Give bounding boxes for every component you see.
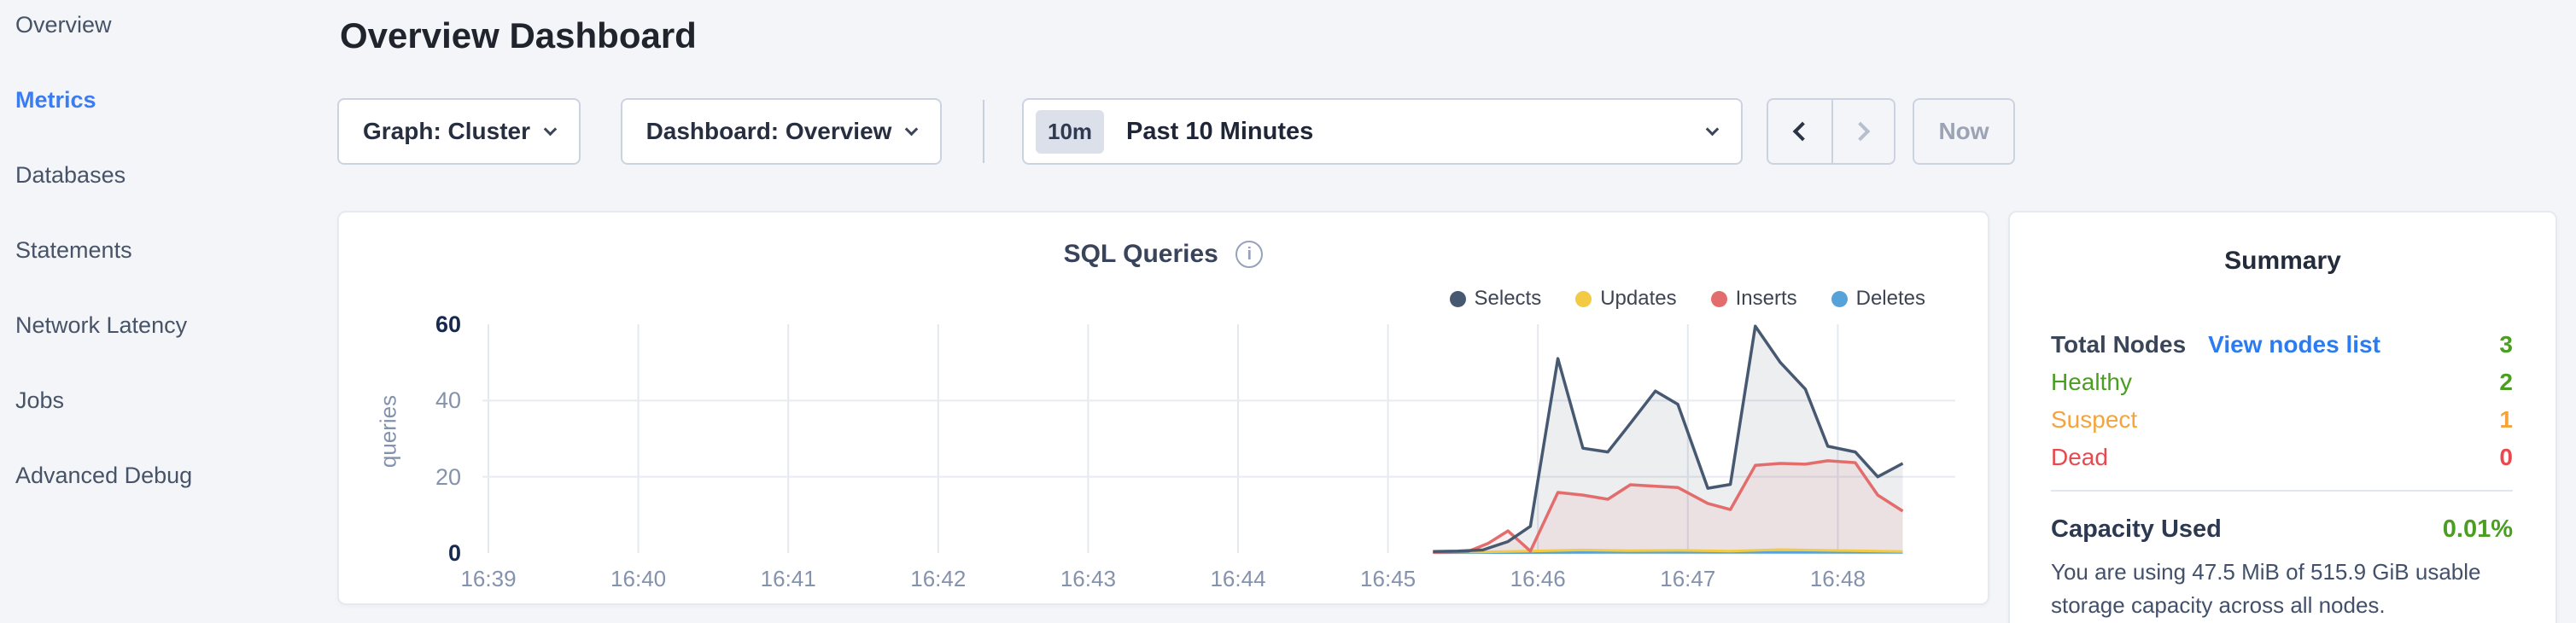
sidebar-item-databases[interactable]: Databases — [15, 162, 126, 188]
sidebar-item-metrics[interactable]: Metrics — [15, 87, 96, 113]
sidebar-item-overview[interactable]: Overview — [15, 12, 112, 38]
sidebar-item-jobs[interactable]: Jobs — [15, 387, 65, 413]
summary-row-value: 0 — [2499, 444, 2513, 470]
now-button-label: Now — [1938, 118, 1989, 144]
legend-item-selects: Selects — [1449, 287, 1542, 311]
chart-legend: Selects Updates Inserts Deletes — [337, 287, 1925, 311]
view-nodes-list-link[interactable]: View nodes list — [2208, 331, 2380, 358]
legend-item-inserts: Inserts — [1710, 287, 1797, 311]
chart-title-row: SQL Queries i — [337, 240, 1989, 269]
summary-row-value: 2 — [2499, 369, 2513, 395]
dashboard-dropdown[interactable]: Dashboard: Overview — [621, 98, 942, 165]
x-axis-tick-1648: 16:48 — [1809, 566, 1866, 591]
graph-scope-dropdown[interactable]: Graph: Cluster — [337, 98, 581, 165]
sql-queries-chart-card — [337, 211, 1989, 605]
time-range-badge: 10m — [1036, 109, 1105, 154]
time-range-selector[interactable]: 10m Past 10 Minutes — [1022, 98, 1743, 165]
summary-row-suspect: Suspect 1 — [2051, 401, 2513, 439]
sidebar: Overview Metrics Databases Statements Networ… — [0, 0, 337, 623]
info-icon[interactable]: i — [1235, 241, 1264, 268]
legend-label: Selects — [1474, 287, 1542, 310]
summary-card: Summary Total Nodes View nodes list 3 Healt… — [2008, 211, 2557, 623]
summary-divider — [2051, 490, 2513, 492]
chevron-down-icon — [543, 122, 558, 136]
x-axis-tick-1639: 16:39 — [460, 566, 517, 591]
summary-row-label: Suspect — [2051, 406, 2138, 433]
capacity-description: You are using 47.5 MiB of 515.9 GiB usab… — [2051, 559, 2481, 618]
sidebar-item-statements[interactable]: Statements — [15, 237, 132, 263]
series-line-updates — [1433, 548, 1903, 554]
chevron-down-icon — [905, 122, 919, 136]
legend-label: Updates — [1600, 287, 1677, 310]
summary-row-total-nodes: Total Nodes View nodes list 3 — [2051, 326, 2513, 364]
area-inserts — [1433, 460, 1903, 553]
chevron-right-icon — [1850, 121, 1871, 142]
x-axis-tick-1645: 16:45 — [1360, 566, 1417, 591]
y-axis-tick-0: 0 — [447, 540, 461, 566]
y-axis-tick-60: 60 — [435, 312, 461, 337]
x-axis-tick-1647: 16:47 — [1660, 566, 1716, 591]
now-button[interactable]: Now — [1913, 98, 2015, 165]
toolbar-divider — [983, 100, 984, 163]
page-title: Overview Dashboard — [340, 15, 697, 55]
x-axis-tick-1641: 16:41 — [760, 566, 816, 591]
legend-dot-updates — [1575, 290, 1592, 307]
x-axis-tick-1642: 16:42 — [910, 566, 967, 591]
sql-queries-plot — [482, 324, 1955, 555]
x-axis-tick-1644: 16:44 — [1210, 566, 1266, 591]
dashboard-dropdown-label: Dashboard: Overview — [645, 118, 892, 144]
legend-dot-selects — [1449, 290, 1466, 307]
x-axis-tick-1640: 16:40 — [610, 566, 667, 591]
time-range-label: Past 10 Minutes — [1126, 117, 1314, 145]
summary-row-label: Total Nodes — [2051, 331, 2187, 358]
capacity-used-label: Capacity Used — [2051, 515, 2222, 543]
summary-row-label: Healthy — [2051, 369, 2132, 395]
next-time-button[interactable] — [1831, 100, 1895, 163]
legend-dot-inserts — [1710, 290, 1727, 307]
x-axis-tick-1646: 16:46 — [1510, 566, 1566, 591]
y-axis-tick-20: 20 — [435, 463, 461, 490]
chevron-left-icon — [1792, 121, 1813, 142]
graph-scope-dropdown-label: Graph: Cluster — [362, 118, 531, 144]
sidebar-item-network-latency[interactable]: Network Latency — [15, 312, 188, 338]
legend-dot-deletes — [1831, 290, 1848, 307]
summary-row-value: 3 — [2499, 331, 2513, 358]
chart-title: SQL Queries — [1063, 240, 1218, 268]
x-axis-tick-1643: 16:43 — [1060, 566, 1116, 591]
summary-row-label: Dead — [2051, 444, 2108, 470]
summary-row-dead: Dead 0 — [2051, 439, 2513, 476]
series-line-inserts — [1433, 459, 1904, 554]
area-selects — [1433, 326, 1903, 553]
summary-row-healthy: Healthy 2 — [2051, 364, 2513, 401]
capacity-used-value: 0.01% — [2442, 515, 2513, 543]
legend-item-updates: Updates — [1575, 287, 1677, 311]
summary-title: Summary — [2224, 247, 2341, 275]
legend-label: Inserts — [1735, 287, 1797, 310]
time-step-button-group — [1767, 98, 1895, 165]
chevron-down-icon — [1705, 122, 1720, 136]
legend-item-deletes: Deletes — [1831, 287, 1925, 311]
sidebar-item-advanced-debug[interactable]: Advanced Debug — [15, 463, 193, 488]
series-line-selects — [1433, 324, 1904, 553]
y-axis-tick-40: 40 — [435, 387, 461, 414]
previous-time-button[interactable] — [1768, 100, 1831, 163]
summary-row-value: 1 — [2499, 406, 2513, 433]
legend-label: Deletes — [1855, 287, 1925, 310]
